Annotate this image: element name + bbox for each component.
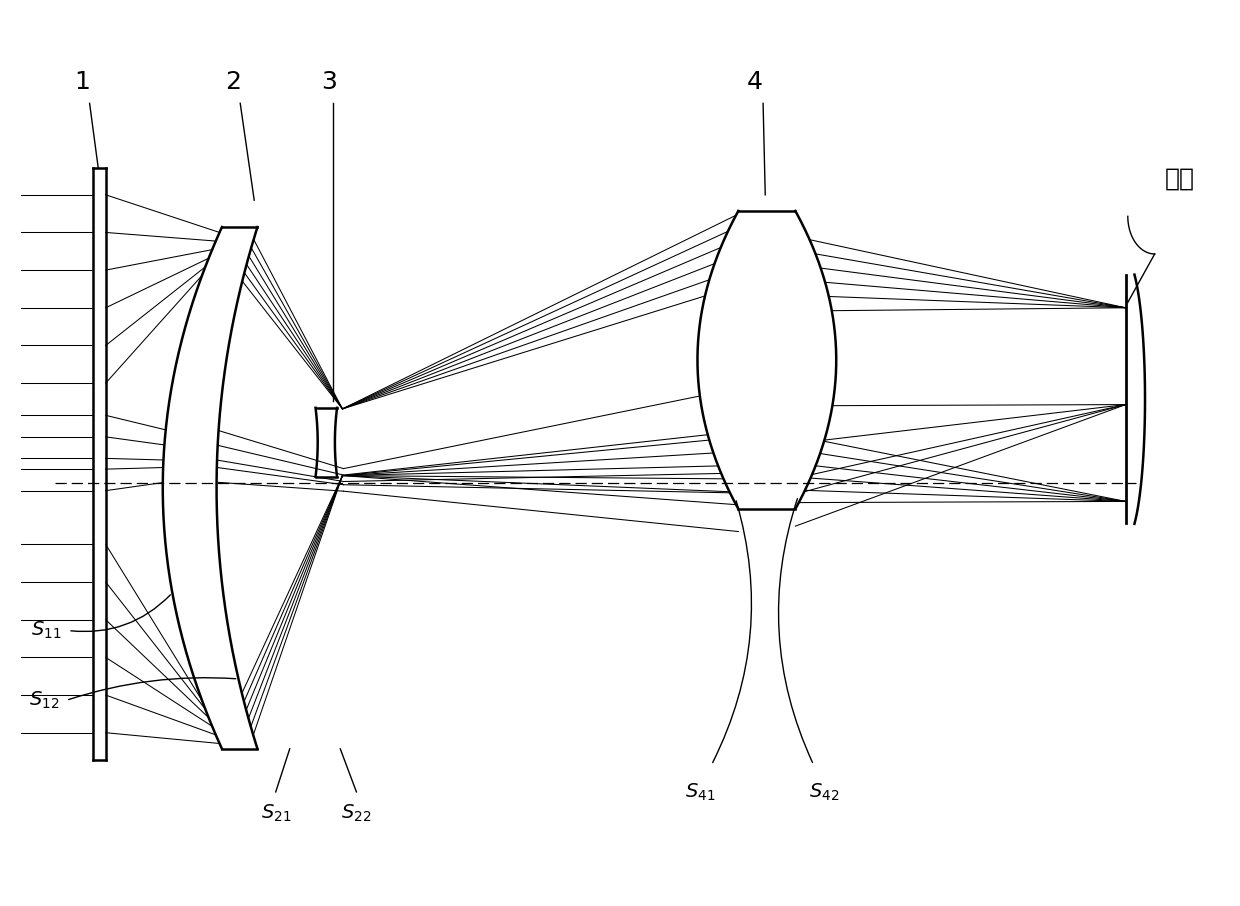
Text: $S_{21}$: $S_{21}$ (260, 803, 291, 824)
Text: 1: 1 (74, 70, 91, 94)
Text: $S_{41}$: $S_{41}$ (686, 781, 715, 803)
Text: 4: 4 (746, 70, 763, 94)
Text: 像面: 像面 (1164, 167, 1194, 190)
Text: 2: 2 (224, 70, 241, 94)
Text: $S_{12}$: $S_{12}$ (30, 689, 60, 711)
Text: $S_{22}$: $S_{22}$ (341, 803, 372, 824)
Text: 3: 3 (321, 70, 337, 94)
Text: $S_{11}$: $S_{11}$ (31, 620, 62, 641)
Text: $S_{42}$: $S_{42}$ (810, 781, 839, 803)
